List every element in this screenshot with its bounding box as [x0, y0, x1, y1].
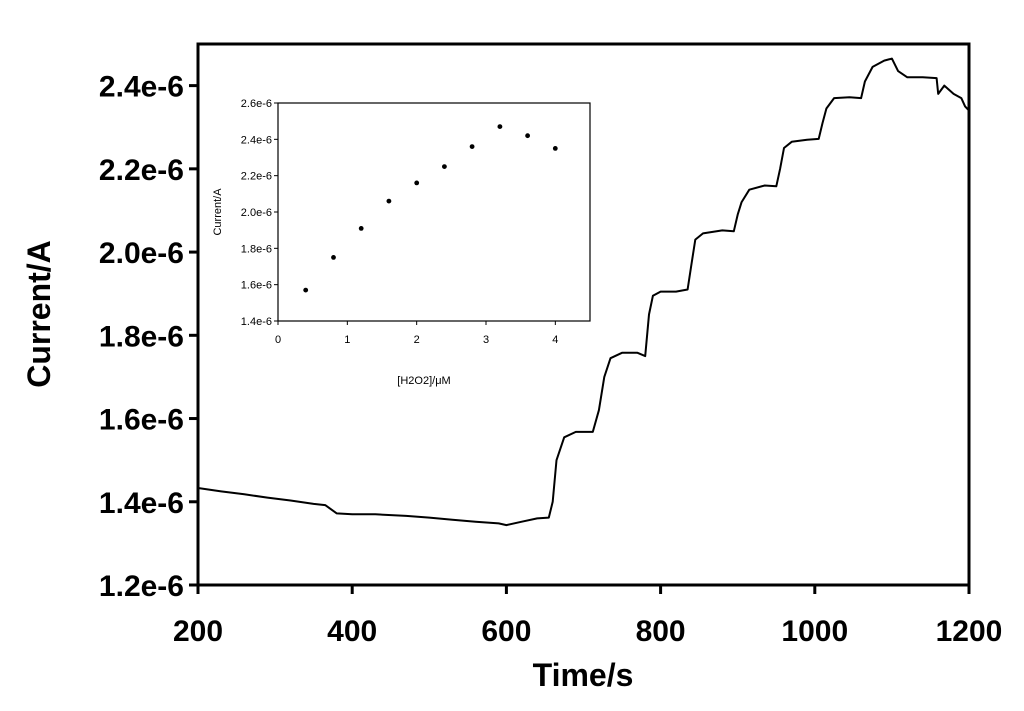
inset-data-point	[358, 226, 364, 231]
main-y-tick-label: 2.4e-6	[99, 71, 184, 104]
inset-data-point	[386, 198, 392, 204]
main-y-tick-label: 1.6e-6	[99, 404, 184, 437]
main-y-tick-label: 2.0e-6	[99, 237, 184, 270]
main-x-tick-label: 800	[636, 615, 686, 648]
main-y-ticks: 1.2e-6 1.4e-6 1.6e-6 1.8e-6 2.0e-6 2.2e-6 2.4e…	[99, 71, 198, 603]
inset-x-tick-label: 0	[275, 334, 281, 346]
main-x-tick-label: 600	[481, 615, 531, 648]
main-y-tick-label: 1.4e-6	[99, 487, 184, 520]
main-x-axis-label: Time/s	[533, 657, 634, 693]
inset-x-tick-label: 3	[483, 334, 489, 346]
inset-x-tick-label: 2	[414, 334, 420, 346]
main-x-tick-label: 200	[173, 615, 223, 648]
inset-y-tick-label: 1.6e-6	[241, 280, 272, 292]
main-current-trace	[197, 57, 970, 527]
main-x-tick-label: 1200	[936, 615, 1003, 648]
inset-y-tick-label: 1.4e-6	[241, 316, 272, 328]
inset-data-point	[331, 255, 336, 260]
main-y-axis-label: Current/A	[21, 240, 57, 388]
main-series-group	[197, 57, 970, 527]
inset-data-point	[497, 124, 503, 129]
main-y-tick-label: 1.2e-6	[99, 570, 184, 603]
main-x-tick-label: 1000	[781, 615, 848, 648]
inset-x-ticks: 0 1 2 3 4	[275, 321, 558, 346]
inset-data-point	[414, 180, 420, 186]
inset-x-tick-label: 1	[344, 334, 350, 346]
inset-points-group	[303, 124, 558, 293]
inset-y-tick-label: 1.8e-6	[241, 243, 272, 255]
inset-data-point	[303, 287, 309, 293]
inset-data-point	[442, 164, 447, 170]
inset-data-point	[525, 133, 530, 139]
main-y-tick-label: 2.2e-6	[99, 154, 184, 187]
inset-plot-frame	[277, 102, 591, 322]
main-x-ticks: 200 400 600 800 1000 1200	[173, 585, 1002, 648]
inset-data-point	[552, 146, 558, 151]
main-x-tick-label: 400	[327, 615, 377, 648]
inset-x-axis-label: [H2O2]/μM	[397, 375, 450, 387]
inset-y-tick-label: 2.4e-6	[241, 134, 272, 146]
main-y-tick-label: 1.8e-6	[99, 320, 184, 353]
inset-y-tick-label: 2.6e-6	[241, 98, 272, 110]
inset-y-ticks: 1.4e-6 1.6e-6 1.8e-6 2.0e-6 2.2e-6 2.4e-6 2.6e…	[241, 98, 278, 328]
inset-x-tick-label: 4	[552, 334, 558, 346]
inset-y-tick-label: 2.0e-6	[241, 207, 272, 219]
inset-y-tick-label: 2.2e-6	[241, 171, 272, 183]
inset-data-point	[469, 144, 475, 150]
inset-y-axis-label: Current/A	[212, 188, 224, 236]
main-plot-frame	[196, 42, 971, 587]
